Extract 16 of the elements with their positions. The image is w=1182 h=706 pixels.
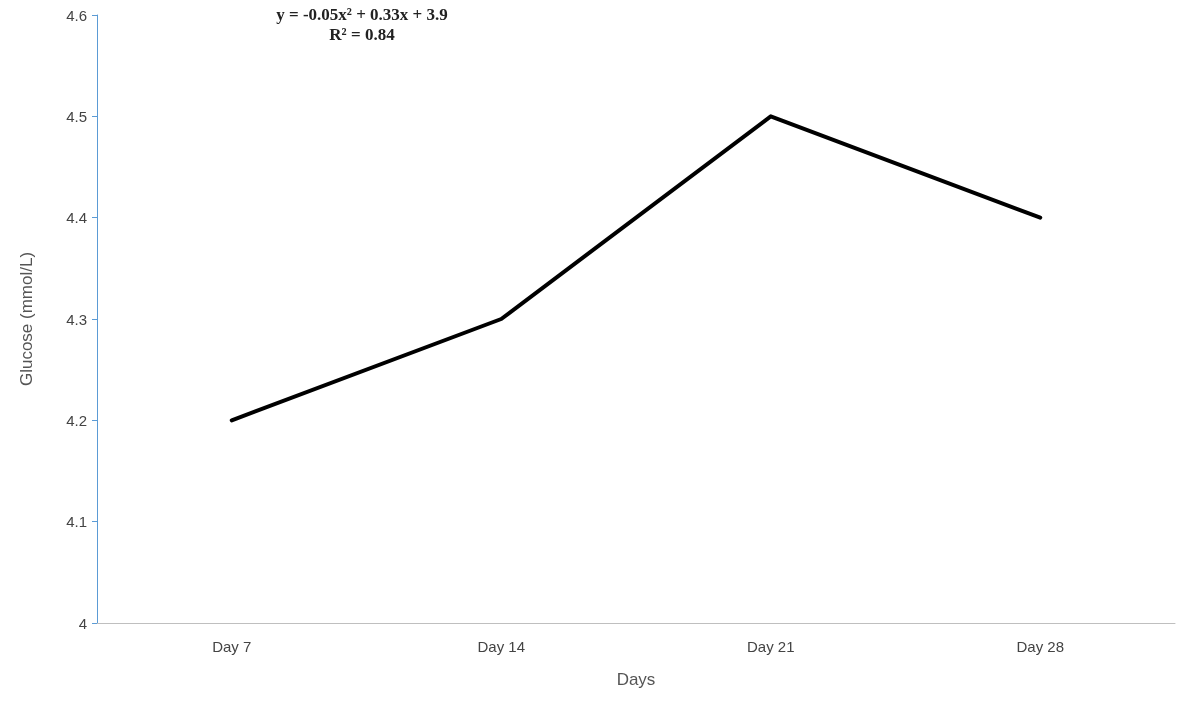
x-tick-label: Day 14 xyxy=(477,638,526,655)
x-tick-label: Day 7 xyxy=(212,638,252,655)
y-tick-label: 4.4 xyxy=(66,209,87,227)
y-tick-label: 4.1 xyxy=(66,513,87,531)
line-series xyxy=(229,114,1043,423)
y-tick-label: 4 xyxy=(78,614,87,632)
x-axis-title: Days xyxy=(616,670,656,689)
y-axis-title: Glucose (mmol/L) xyxy=(17,251,36,387)
x-tick-label: Day 28 xyxy=(1016,638,1065,655)
y-tick-label: 4.5 xyxy=(66,107,87,125)
x-tick-label: Day 21 xyxy=(746,638,795,655)
annotation: R² = 0.84 xyxy=(329,25,396,44)
y-tick-label: 4.6 xyxy=(66,6,87,24)
annotation: y = -0.05x² + 0.33x + 3.9 xyxy=(276,5,448,24)
y-tick-label: 4.3 xyxy=(66,310,87,328)
y-tick-label: 4.2 xyxy=(66,411,87,429)
